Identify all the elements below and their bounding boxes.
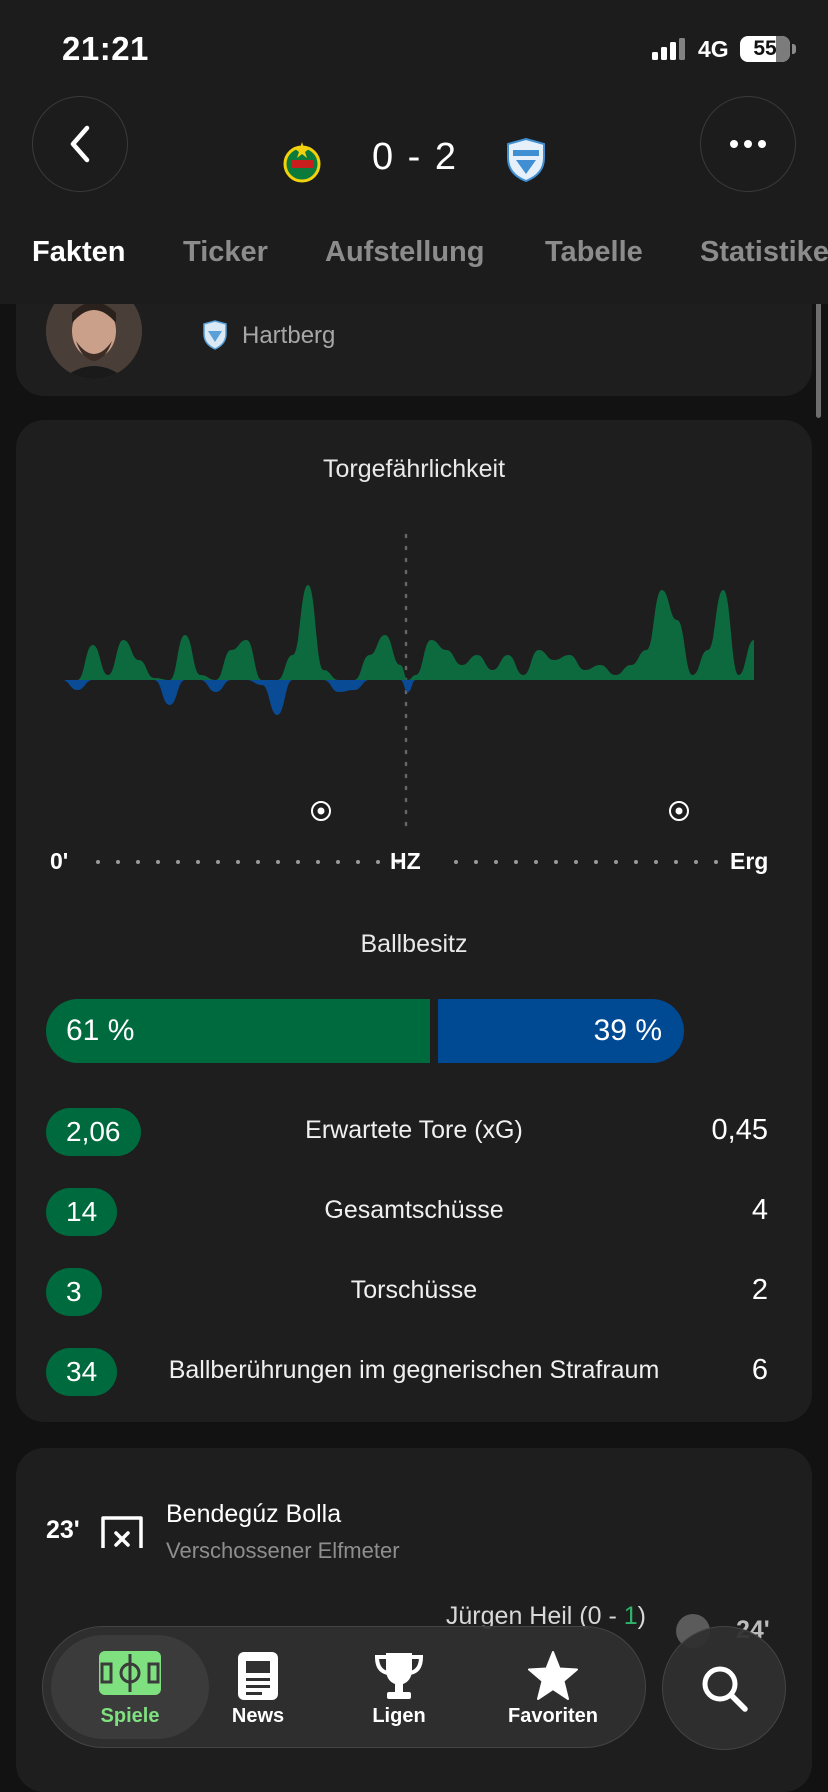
status-time: 21:21 [62,30,149,67]
match-header [0,0,828,304]
away-team-crest-icon[interactable] [506,138,546,182]
match-score: 0 - 2 [371,136,459,178]
match-stats-card [16,420,812,1422]
threat-chart [62,533,754,827]
back-button[interactable] [32,96,128,192]
nav-item-label: Favoriten [507,1705,599,1727]
stat-home-value: 34 [46,1348,118,1396]
search-button[interactable] [662,1626,786,1750]
more-horizontal-icon [730,140,766,148]
timeline-start-label: 0' [50,848,69,874]
timeline-dots [96,860,400,864]
battery-icon: 55 [740,36,790,62]
stat-home-value: 2,06 [46,1108,141,1156]
stat-home-value: 3 [46,1268,102,1316]
nav-item-favoriten[interactable]: Favoriten [483,1635,623,1739]
event-goal-suffix: ) [637,1602,646,1630]
tab-fakten[interactable]: Fakten [32,236,126,268]
home-threat-area [62,585,754,680]
stat-row: 2,06 Erwartete Tore (xG) 0,45 [16,1108,812,1156]
event-minute: 23' [46,1516,80,1544]
nav-item-label: News [231,1705,285,1727]
home-team-crest-icon[interactable] [282,140,322,184]
nav-item-label: Spiele [100,1705,160,1727]
nav-item-label: Ligen [372,1705,426,1727]
status-bar: 21:21 4G 55 [0,0,828,100]
more-options-button[interactable] [700,96,796,192]
event-goal-player-name: Jürgen Heil (0 - [445,1602,624,1630]
search-icon [702,1666,748,1712]
timeline-end-label: Erg [730,848,769,874]
stat-away-value: 2 [751,1274,768,1306]
away-threat-area [62,680,754,715]
stat-label: Gesamtschüsse [324,1196,504,1224]
tab-ticker[interactable]: Ticker [183,236,268,268]
stat-label: Ballberührungen im gegnerischen Strafrau… [168,1356,660,1384]
goal-marker-icon [311,801,331,821]
bottom-navigation: Spiele News Ligen Favoriten [42,1626,646,1748]
nav-item-ligen[interactable]: Ligen [339,1635,459,1739]
nav-item-news[interactable]: News [198,1635,318,1739]
timeline-halftime-label: HZ [390,848,421,874]
stat-home-value: 14 [46,1188,118,1236]
newspaper-icon [238,1652,278,1700]
event-goal-player[interactable]: Jürgen Heil (0 - 1) [446,1602,646,1631]
stat-away-value: 4 [751,1194,768,1226]
stat-away-value: 0,45 [711,1114,768,1146]
goal-marker-icon [669,801,689,821]
tab-tabelle[interactable]: Tabelle [545,236,643,268]
player-club-name: Hartberg [242,322,336,349]
battery-level: 55 [753,37,777,60]
cellular-signal-icon [652,38,686,60]
chevron-left-icon [70,125,90,163]
club-crest-icon [203,320,227,350]
trophy-icon [374,1653,424,1699]
stat-row: 3 Torschüsse 2 [16,1268,812,1316]
possession-home-bar: 61 % [46,999,430,1063]
stat-row: 34 Ballberührungen im gegnerischen Straf… [16,1348,812,1396]
match-tabs: Fakten Ticker Aufstellung Tabelle Statis… [0,232,828,292]
stat-away-value: 6 [751,1354,768,1386]
scrollbar[interactable] [816,300,821,418]
event-player[interactable]: Bendegúz Bolla [166,1500,342,1528]
pitch-icon [99,1651,161,1695]
possession-away-bar: 39 % [438,999,684,1063]
missed-penalty-icon [101,1516,143,1548]
timeline-dots [454,860,718,864]
stat-row: 14 Gesamtschüsse 4 [16,1188,812,1236]
battery-nub [792,44,796,54]
possession-title: Ballbesitz [360,930,468,958]
event-goal-score: 1 [623,1602,638,1630]
event-description: Verschossener Elfmeter [166,1538,400,1563]
match-timeline: 0' HZ Erg [48,848,778,880]
star-icon [528,1651,578,1700]
nav-item-spiele[interactable]: Spiele [51,1635,209,1739]
stat-label: Erwartete Tore (xG) [305,1116,523,1144]
stat-label: Torschüsse [350,1276,478,1304]
threat-chart-title: Torgefährlichkeit [322,455,506,483]
network-type: 4G [698,36,729,62]
tab-statistiken[interactable]: Statistiken [700,236,828,268]
tab-aufstellung[interactable]: Aufstellung [325,236,485,268]
